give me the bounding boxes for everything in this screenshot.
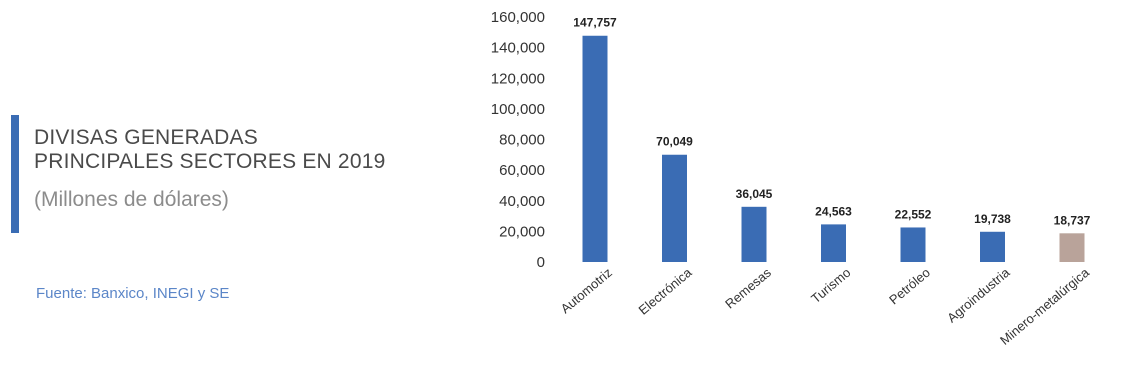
value-label: 36,045 <box>736 187 773 201</box>
category-label: Electrónica <box>636 264 695 317</box>
value-label: 19,738 <box>974 212 1011 226</box>
category-label: Agroindustria <box>944 264 1013 325</box>
category-label: Turismo <box>808 265 853 306</box>
chart-title: DIVISAS GENERADAS PRINCIPALES SECTORES E… <box>34 126 385 174</box>
value-label: 22,552 <box>895 207 932 221</box>
title-accent-bar <box>11 115 19 233</box>
bar <box>741 206 767 262</box>
source-note: Fuente: Banxico, INEGI y SE <box>36 285 230 302</box>
y-tick-label: 20,000 <box>499 223 545 240</box>
bar <box>662 154 687 262</box>
chart-title-line-2: PRINCIPALES SECTORES EN 2019 <box>34 150 386 173</box>
bars <box>582 35 1085 262</box>
y-tick-label: 0 <box>537 254 545 271</box>
category-label: Petróleo <box>886 265 933 308</box>
value-label: 70,049 <box>656 135 693 149</box>
y-tick-label: 140,000 <box>491 40 545 57</box>
y-tick-label: 100,000 <box>491 101 545 118</box>
bar <box>900 227 926 262</box>
category-labels: Automotriz Electrónica Remesas Turismo Petró… <box>558 264 1093 348</box>
value-labels: 147,757 70,049 36,045 24,563 22,552 19,738 18,… <box>573 16 1090 228</box>
bar <box>582 35 608 262</box>
y-tick-label: 40,000 <box>499 193 545 210</box>
y-tick-label: 80,000 <box>499 132 545 149</box>
value-label: 147,757 <box>573 16 617 30</box>
y-tick-label: 60,000 <box>499 162 545 179</box>
chart-title-line-1: DIVISAS GENERADAS <box>34 126 258 149</box>
category-label: Automotriz <box>558 265 615 316</box>
y-tick-label: 120,000 <box>491 70 545 87</box>
bar <box>1059 233 1085 262</box>
category-label: Remesas <box>722 264 774 311</box>
y-tick-label: 160,000 <box>491 9 545 26</box>
chart-subtitle: (Millones de dólares) <box>34 188 229 211</box>
bar <box>980 231 1005 262</box>
value-label: 24,563 <box>815 204 852 218</box>
y-axis: 0 20,000 40,000 60,000 80,000 100,000 120,000 1… <box>491 9 545 271</box>
value-label: 18,737 <box>1054 213 1091 227</box>
bar <box>821 224 846 262</box>
